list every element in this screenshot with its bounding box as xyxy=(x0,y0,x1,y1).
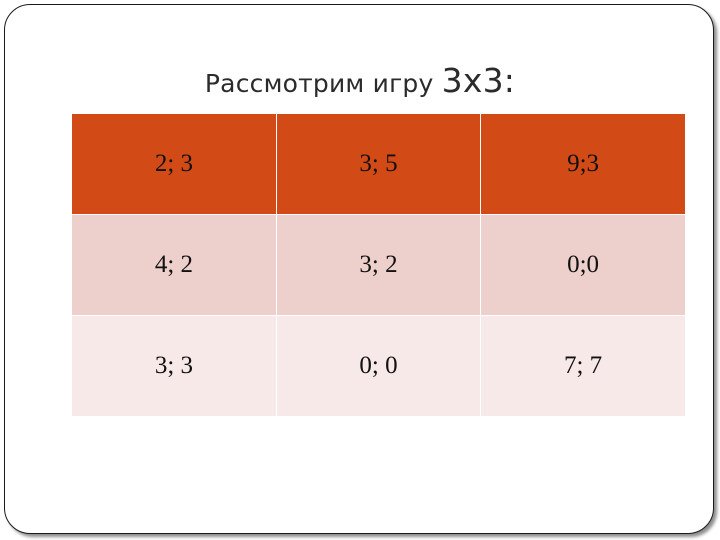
table-cell: 4; 2 xyxy=(72,214,277,316)
table-cell: 7; 7 xyxy=(480,315,685,416)
table-cell: 3; 2 xyxy=(275,214,481,316)
table-cell: 2; 3 xyxy=(72,114,277,215)
table-cell: 0;0 xyxy=(480,214,685,316)
table-cell: 9;3 xyxy=(480,114,685,215)
table-row: 4; 2 3; 2 0;0 xyxy=(72,214,685,316)
table-cell: 0; 0 xyxy=(275,315,481,416)
table-cell: 3; 3 xyxy=(72,315,277,416)
table-cell: 3; 5 xyxy=(275,114,481,215)
payoff-matrix-table: 2; 3 3; 5 9;3 4; 2 3; 2 0;0 3; 3 0; 0 7;… xyxy=(72,114,685,416)
title-game-size: 3х3: xyxy=(441,61,516,100)
slide-title: Рассмотрим игру 3х3: xyxy=(0,56,720,109)
table-row: 3; 3 0; 0 7; 7 xyxy=(72,315,685,416)
title-text: Рассмотрим игру xyxy=(204,69,442,98)
table-row: 2; 3 3; 5 9;3 xyxy=(72,114,685,215)
